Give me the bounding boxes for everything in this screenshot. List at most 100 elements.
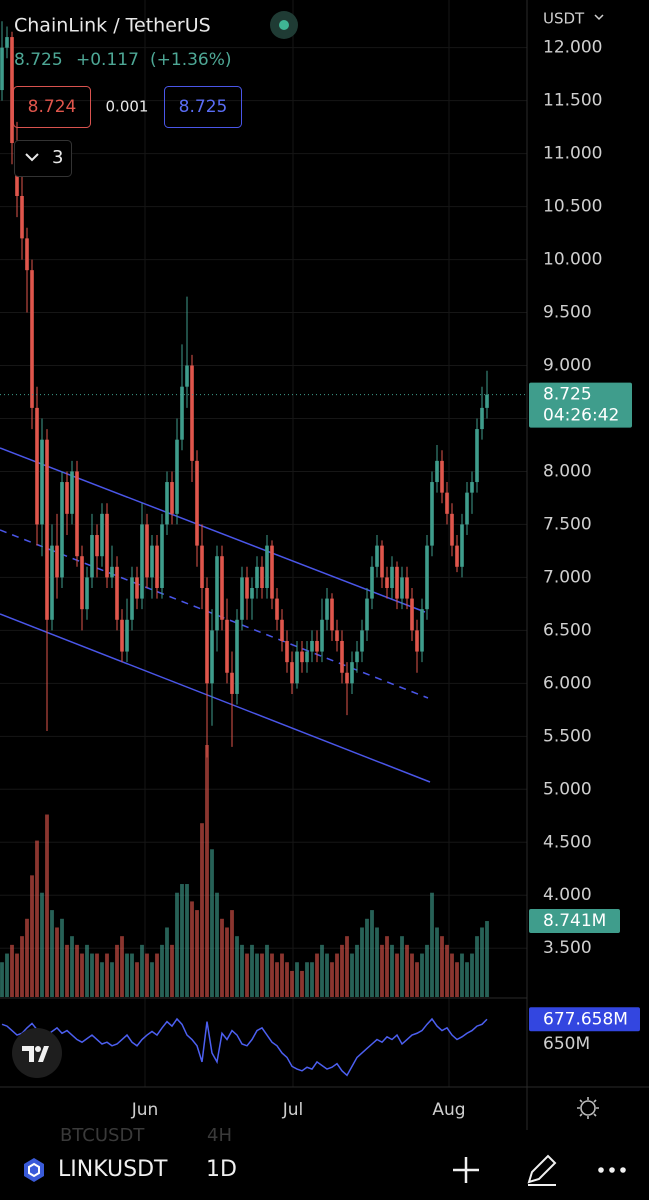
volume-bar [220,918,224,997]
price-change-pct: (+1.36%) [150,50,232,70]
bar-countdown: 04:26:42 [543,406,619,426]
indicator-tag [529,1007,640,1032]
volume-bar [230,910,234,997]
candle-body [45,439,49,620]
candle-body [270,545,274,599]
candle-body [375,545,379,567]
volume-bar [140,944,144,997]
candle-body [350,662,354,684]
bid-price: 8.724 [28,97,77,117]
candle-body [470,482,474,493]
ghost-symbol: BTCUSDT [60,1125,145,1146]
candle-body [410,598,414,631]
candle-body [260,566,264,588]
y-tick-label: 10.000 [543,250,602,270]
interval-button[interactable]: 1D [206,1157,237,1182]
volume-bar [45,814,49,997]
status-dot [279,20,289,30]
spread: 0.001 [106,98,149,116]
volume-bar [435,927,439,997]
volume-bar [40,892,44,997]
buy-button[interactable] [164,86,242,128]
volume-bar [25,918,29,997]
volume-bar [340,944,344,997]
more-button[interactable] [598,1167,626,1173]
candle-body [70,471,74,514]
candle-body [255,566,259,588]
volume-bar [235,936,239,997]
candle-body [455,545,459,567]
last-price-label: 8.725 [543,385,592,405]
candle-body [140,524,144,599]
candle-body [170,482,174,514]
volume-bar [345,936,349,997]
sell-button[interactable] [13,86,91,128]
volume-bar [170,944,174,997]
y-tick-label: 6.000 [543,673,592,693]
y-tick-label: 6.500 [543,620,592,640]
candle-body [275,598,279,620]
volume-bar [440,936,444,997]
volume-bar [360,927,364,997]
candle-body [360,630,364,652]
volume-bar [390,944,394,997]
volume-bar [10,944,14,997]
candle-body [135,577,139,599]
volume-bar [470,953,474,997]
volume-bar [240,944,244,997]
volume-bar [70,936,74,997]
volume-bar [295,962,299,997]
candle-body [185,365,189,387]
candle-body [240,577,244,620]
volume-bar [245,953,249,997]
volume-bar [370,910,374,997]
candle-body [355,651,359,663]
volume-bar [5,953,9,997]
volume-bar [135,962,139,997]
currency-select[interactable]: USDT [543,10,585,28]
volume-bar [265,944,269,997]
volume-bar [30,875,34,997]
volume-bar [415,962,419,997]
add-button[interactable] [453,1157,479,1183]
candle-body [5,37,9,48]
dot [609,1167,615,1173]
volume-bar [430,892,434,997]
volume-bar [380,944,384,997]
volume-bar [480,927,484,997]
settings-button[interactable] [577,1097,599,1119]
candle-body [200,545,204,588]
volume-bar [450,953,454,997]
candle-body [50,545,54,620]
volume-bar [145,953,149,997]
volume-bar [270,953,274,997]
volume-bar [455,962,459,997]
indicators-toggle[interactable] [14,140,72,177]
volume-bar [305,962,309,997]
volume-bar [410,953,414,997]
symbol-button[interactable]: LINKUSDT [58,1157,168,1182]
volume-bar [420,953,424,997]
candle-body [315,640,319,652]
volume-bar [310,962,314,997]
tv-logo [22,1046,49,1062]
volume-bar [225,927,229,997]
volume-bar [425,944,429,997]
candle-body [475,429,479,483]
ghost-interval: 4H [207,1125,232,1146]
volume-bar [290,970,294,997]
volume-bar [460,953,464,997]
volume-bar [55,927,59,997]
candle-body [225,619,229,673]
candle-body [290,662,294,684]
candle-body [250,587,254,599]
draw-button[interactable] [527,1154,557,1186]
volume-bar [350,953,354,997]
candle-body [60,482,64,578]
volume-bar [180,884,184,997]
candle-body [420,609,424,652]
volume-bar [375,927,379,997]
candle-body [25,238,29,271]
